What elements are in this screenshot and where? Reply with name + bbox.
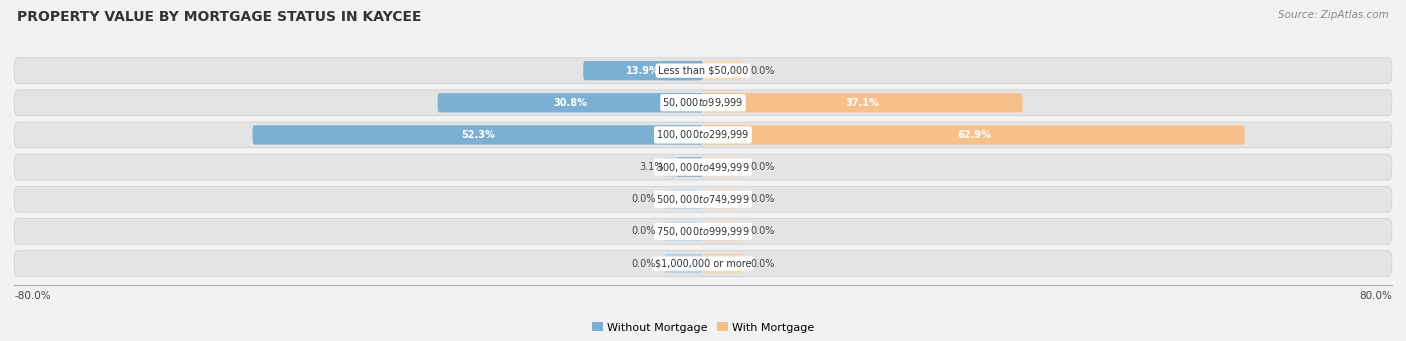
FancyBboxPatch shape <box>664 125 703 145</box>
Text: 0.0%: 0.0% <box>751 65 775 76</box>
Text: 0.0%: 0.0% <box>751 194 775 204</box>
FancyBboxPatch shape <box>703 190 742 209</box>
FancyBboxPatch shape <box>14 187 1392 212</box>
Text: Less than $50,000: Less than $50,000 <box>658 65 748 76</box>
FancyBboxPatch shape <box>664 222 703 241</box>
Text: 52.3%: 52.3% <box>461 130 495 140</box>
Text: 62.9%: 62.9% <box>957 130 991 140</box>
FancyBboxPatch shape <box>703 125 1244 145</box>
FancyBboxPatch shape <box>437 93 703 113</box>
FancyBboxPatch shape <box>703 93 742 113</box>
FancyBboxPatch shape <box>583 61 703 80</box>
FancyBboxPatch shape <box>703 222 742 241</box>
Text: $300,000 to $499,999: $300,000 to $499,999 <box>657 161 749 174</box>
FancyBboxPatch shape <box>703 61 742 80</box>
Text: 0.0%: 0.0% <box>631 226 655 236</box>
Text: 37.1%: 37.1% <box>846 98 880 108</box>
Text: $500,000 to $749,999: $500,000 to $749,999 <box>657 193 749 206</box>
Text: 13.9%: 13.9% <box>626 65 659 76</box>
FancyBboxPatch shape <box>14 154 1392 180</box>
Text: $50,000 to $99,999: $50,000 to $99,999 <box>662 96 744 109</box>
Text: PROPERTY VALUE BY MORTGAGE STATUS IN KAYCEE: PROPERTY VALUE BY MORTGAGE STATUS IN KAY… <box>17 10 422 24</box>
FancyBboxPatch shape <box>664 93 703 113</box>
Text: $750,000 to $999,999: $750,000 to $999,999 <box>657 225 749 238</box>
Text: $100,000 to $299,999: $100,000 to $299,999 <box>657 129 749 142</box>
FancyBboxPatch shape <box>14 122 1392 148</box>
Text: 0.0%: 0.0% <box>751 258 775 269</box>
Text: 30.8%: 30.8% <box>554 98 588 108</box>
FancyBboxPatch shape <box>676 158 703 177</box>
FancyBboxPatch shape <box>664 190 703 209</box>
FancyBboxPatch shape <box>703 93 1022 113</box>
FancyBboxPatch shape <box>664 254 703 273</box>
Text: Source: ZipAtlas.com: Source: ZipAtlas.com <box>1278 10 1389 20</box>
Legend: Without Mortgage, With Mortgage: Without Mortgage, With Mortgage <box>588 318 818 337</box>
Text: -80.0%: -80.0% <box>14 291 51 301</box>
FancyBboxPatch shape <box>14 219 1392 244</box>
Text: 0.0%: 0.0% <box>631 194 655 204</box>
FancyBboxPatch shape <box>253 125 703 145</box>
FancyBboxPatch shape <box>703 125 742 145</box>
Text: $1,000,000 or more: $1,000,000 or more <box>655 258 751 269</box>
FancyBboxPatch shape <box>14 251 1392 277</box>
Text: 0.0%: 0.0% <box>631 258 655 269</box>
FancyBboxPatch shape <box>664 158 703 177</box>
FancyBboxPatch shape <box>664 61 703 80</box>
Text: 80.0%: 80.0% <box>1360 291 1392 301</box>
Text: 0.0%: 0.0% <box>751 226 775 236</box>
FancyBboxPatch shape <box>703 254 742 273</box>
FancyBboxPatch shape <box>14 90 1392 116</box>
Text: 3.1%: 3.1% <box>638 162 664 172</box>
Text: 0.0%: 0.0% <box>751 162 775 172</box>
FancyBboxPatch shape <box>703 158 742 177</box>
FancyBboxPatch shape <box>14 58 1392 84</box>
